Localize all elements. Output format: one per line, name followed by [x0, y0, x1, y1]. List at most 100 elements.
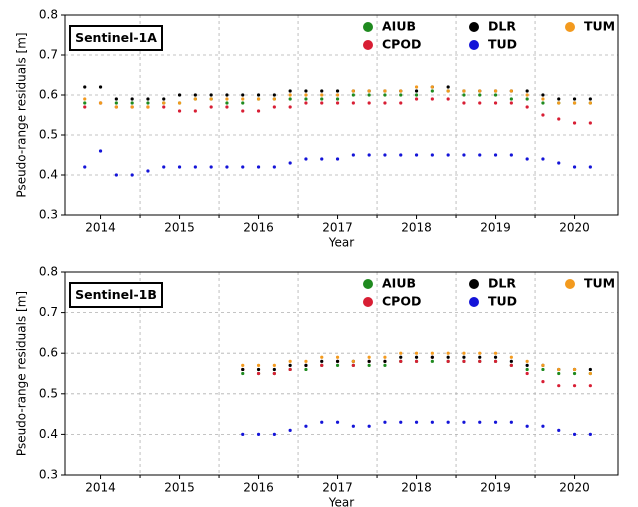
y-tick-label: 0.3	[39, 468, 58, 482]
data-point	[335, 359, 340, 363]
data-point	[304, 93, 308, 97]
data-point	[478, 89, 482, 93]
data-point	[383, 355, 387, 359]
data-point	[399, 351, 403, 355]
plot-frame	[64, 271, 619, 476]
data-point	[272, 432, 276, 436]
data-point	[335, 157, 340, 161]
data-point	[351, 424, 355, 428]
y-tick-label: 0.6	[39, 346, 58, 360]
data-point	[177, 93, 182, 97]
data-point	[193, 165, 197, 169]
data-point	[320, 355, 324, 359]
x-tick-label: 2019	[480, 481, 511, 495]
data-point	[572, 384, 577, 388]
data-point	[320, 363, 324, 367]
data-point	[146, 97, 150, 101]
data-point	[288, 161, 292, 165]
data-point	[541, 363, 545, 367]
data-point	[557, 117, 561, 121]
data-point	[351, 363, 355, 367]
panel-label: Sentinel-1A	[75, 30, 157, 45]
data-point	[272, 93, 276, 97]
data-point	[367, 153, 371, 157]
data-point	[509, 97, 513, 101]
data-point	[241, 109, 245, 113]
data-point	[588, 121, 592, 125]
data-point	[193, 109, 197, 113]
data-point	[383, 101, 387, 105]
data-point	[130, 105, 134, 109]
data-point	[98, 101, 103, 105]
x-tick-label: 2018	[401, 481, 432, 495]
data-point	[399, 420, 403, 424]
data-point	[225, 105, 229, 109]
data-point	[130, 101, 134, 105]
data-point	[572, 371, 577, 376]
data-point	[462, 101, 466, 105]
data-point	[98, 85, 103, 89]
data-point	[146, 101, 150, 105]
data-point	[272, 363, 276, 367]
data-point	[557, 384, 561, 388]
data-point	[430, 89, 434, 93]
data-point	[256, 432, 261, 436]
data-point	[304, 157, 308, 161]
x-tick-label: 2019	[480, 221, 511, 235]
data-point	[146, 169, 150, 173]
data-point	[288, 359, 292, 363]
data-point	[430, 351, 434, 355]
x-axis-label: Year	[328, 496, 354, 507]
legend-label: TUD	[488, 37, 517, 52]
data-point	[304, 89, 308, 93]
data-point	[272, 371, 276, 376]
data-point	[304, 97, 308, 101]
data-point	[177, 109, 182, 113]
data-point	[509, 89, 513, 93]
data-point	[335, 89, 340, 93]
data-point	[241, 363, 245, 367]
data-point	[462, 351, 466, 355]
data-point	[209, 93, 213, 97]
data-point	[320, 89, 324, 93]
data-point	[241, 97, 245, 101]
data-point	[525, 97, 529, 101]
data-point	[572, 367, 577, 372]
data-point	[399, 93, 403, 97]
data-point	[525, 89, 529, 93]
data-point	[446, 420, 450, 424]
data-point	[320, 101, 324, 105]
y-axis-label: Pseudo-range residuals [m]	[15, 291, 29, 456]
legend-marker	[363, 22, 373, 32]
data-point	[320, 359, 324, 363]
data-point	[493, 89, 498, 93]
data-point	[367, 355, 371, 359]
data-point	[399, 355, 403, 359]
legend-label: TUM	[584, 19, 615, 34]
data-point	[572, 165, 577, 169]
data-point	[493, 355, 498, 359]
data-point	[399, 89, 403, 93]
legend-label: TUM	[584, 276, 615, 291]
data-point	[588, 371, 592, 376]
legend-marker	[469, 297, 479, 307]
data-point	[414, 420, 419, 424]
data-point	[335, 97, 340, 101]
data-point	[572, 432, 577, 436]
data-point	[414, 97, 419, 101]
data-point	[414, 85, 419, 89]
legend-label: CPOD	[382, 37, 421, 52]
data-point	[541, 113, 545, 117]
data-point	[572, 101, 577, 105]
panel-label-box	[69, 282, 163, 308]
data-point	[304, 359, 308, 363]
y-tick-label: 0.7	[39, 48, 58, 62]
data-point	[288, 367, 292, 372]
data-point	[320, 157, 324, 161]
data-point	[383, 363, 387, 367]
data-point	[588, 432, 592, 436]
data-point	[509, 153, 513, 157]
data-point	[304, 367, 308, 372]
data-point	[225, 165, 229, 169]
x-tick-label: 2020	[559, 481, 590, 495]
